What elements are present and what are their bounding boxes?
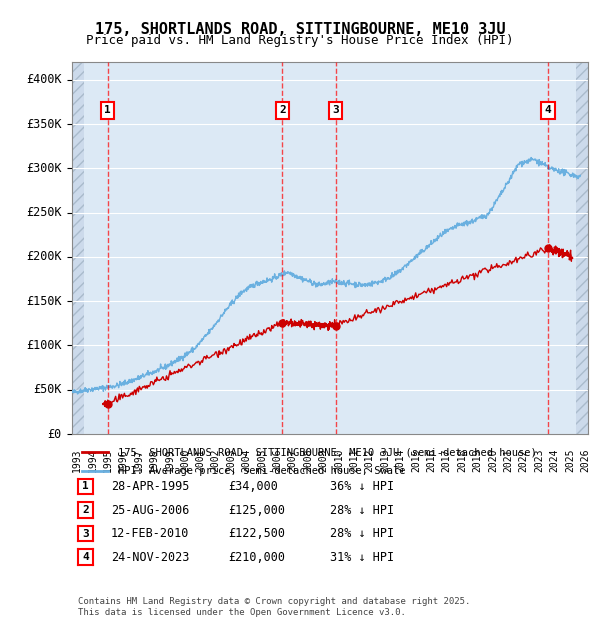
Text: 2006: 2006 [272,449,282,472]
Text: 2026: 2026 [580,449,590,472]
Text: 2008: 2008 [303,449,313,472]
Text: 1993: 1993 [72,449,82,472]
Text: 1995: 1995 [103,449,113,472]
Text: 2005: 2005 [257,449,267,472]
Text: 24-NOV-2023: 24-NOV-2023 [111,551,190,564]
Text: 12-FEB-2010: 12-FEB-2010 [111,528,190,540]
Text: 28% ↓ HPI: 28% ↓ HPI [330,528,394,540]
Text: 2019: 2019 [472,449,482,472]
Text: 2: 2 [82,505,89,515]
Text: 2021: 2021 [503,449,513,472]
Text: £210,000: £210,000 [228,551,285,564]
Text: 1998: 1998 [149,449,159,472]
Text: £50K: £50K [33,383,62,396]
Text: 2018: 2018 [457,449,467,472]
Text: £200K: £200K [26,250,62,264]
Text: £350K: £350K [26,118,62,130]
Text: 2004: 2004 [241,449,251,472]
Text: 2015: 2015 [411,449,421,472]
Text: £100K: £100K [26,339,62,352]
Text: £150K: £150K [26,294,62,308]
Bar [575,62,588,434]
Text: 175, SHORTLANDS ROAD, SITTINGBOURNE, ME10 3JU: 175, SHORTLANDS ROAD, SITTINGBOURNE, ME1… [95,22,505,37]
Text: 3: 3 [82,528,89,539]
Text: 2007: 2007 [287,449,298,472]
Bar [72,62,85,434]
Text: 28% ↓ HPI: 28% ↓ HPI [330,504,394,516]
Text: HPI: Average price, semi-detached house, Swale: HPI: Average price, semi-detached house,… [118,466,406,476]
Text: £34,000: £34,000 [228,480,278,493]
Text: 2025: 2025 [565,449,575,472]
Text: 4: 4 [545,105,551,115]
Text: Price paid vs. HM Land Registry's House Price Index (HPI): Price paid vs. HM Land Registry's House … [86,34,514,47]
Text: 2013: 2013 [380,449,390,472]
Text: £300K: £300K [26,162,62,175]
Text: 2023: 2023 [534,449,544,472]
Text: 31% ↓ HPI: 31% ↓ HPI [330,551,394,564]
Text: £250K: £250K [26,206,62,219]
Text: 2020: 2020 [488,449,498,472]
Text: £0: £0 [47,428,62,440]
Text: 4: 4 [82,552,89,562]
Text: 2: 2 [279,105,286,115]
Text: 1: 1 [104,105,111,115]
Text: £122,500: £122,500 [228,528,285,540]
Text: 2014: 2014 [395,449,406,472]
Text: 25-AUG-2006: 25-AUG-2006 [111,504,190,516]
Text: 1: 1 [82,481,89,492]
Text: 2000: 2000 [180,449,190,472]
Text: 2009: 2009 [319,449,328,472]
Text: 2011: 2011 [349,449,359,472]
Text: 1999: 1999 [164,449,175,472]
Text: £400K: £400K [26,73,62,86]
Text: 1997: 1997 [134,449,143,472]
Text: £125,000: £125,000 [228,504,285,516]
Text: 1994: 1994 [88,449,97,472]
Text: 2003: 2003 [226,449,236,472]
Text: 1996: 1996 [118,449,128,472]
Text: Contains HM Land Registry data © Crown copyright and database right 2025.
This d: Contains HM Land Registry data © Crown c… [78,598,470,617]
Text: 28-APR-1995: 28-APR-1995 [111,480,190,493]
Text: 2024: 2024 [550,449,559,472]
Text: 36% ↓ HPI: 36% ↓ HPI [330,480,394,493]
Text: 2010: 2010 [334,449,344,472]
Text: 2012: 2012 [365,449,374,472]
Text: 175, SHORTLANDS ROAD, SITTINGBOURNE, ME10 3JU (semi-detached house): 175, SHORTLANDS ROAD, SITTINGBOURNE, ME1… [118,448,537,458]
Text: 3: 3 [332,105,339,115]
Text: 2016: 2016 [426,449,436,472]
Text: 2022: 2022 [518,449,529,472]
Text: 2002: 2002 [211,449,221,472]
Text: 2017: 2017 [442,449,452,472]
Text: 2001: 2001 [195,449,205,472]
